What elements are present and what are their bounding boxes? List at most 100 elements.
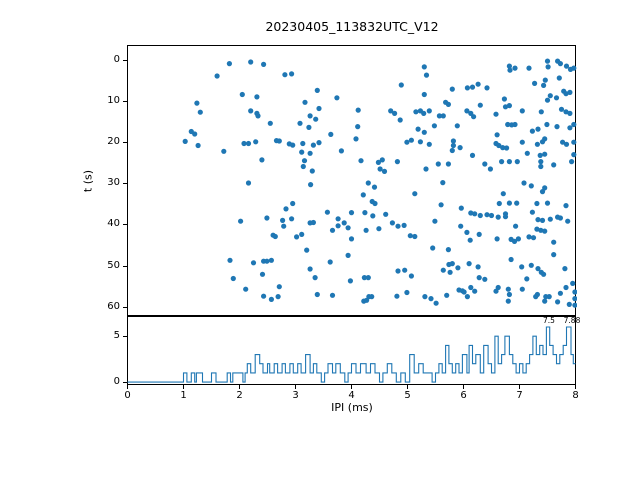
scatter-point bbox=[345, 225, 351, 231]
scatter-point bbox=[289, 71, 295, 77]
scatter-point bbox=[245, 140, 252, 147]
y-tick-label: 0 bbox=[113, 376, 120, 387]
scatter-point bbox=[182, 138, 188, 144]
scatter-point bbox=[348, 210, 355, 216]
scatter-point bbox=[534, 226, 540, 232]
scatter-point bbox=[534, 141, 540, 147]
scatter-point bbox=[514, 200, 520, 206]
scatter-point bbox=[261, 61, 267, 67]
scatter-point bbox=[572, 296, 577, 302]
scatter-point bbox=[562, 266, 568, 272]
scatter-point bbox=[506, 291, 512, 298]
x-tick-label: 7 bbox=[516, 390, 523, 401]
scatter-point bbox=[528, 262, 534, 268]
scatter-point bbox=[544, 200, 551, 206]
scatter-point bbox=[551, 239, 557, 245]
scatter-point bbox=[433, 300, 439, 306]
scatter-point bbox=[358, 158, 364, 164]
scatter-point bbox=[482, 161, 488, 167]
scatter-point bbox=[542, 298, 548, 304]
scatter-point bbox=[369, 294, 375, 300]
scatter-point bbox=[421, 110, 427, 116]
scatter-point bbox=[314, 291, 320, 298]
scatter-point bbox=[544, 97, 551, 103]
scatter-point bbox=[364, 297, 370, 303]
x-tick-mark bbox=[519, 385, 520, 389]
scatter-point bbox=[519, 108, 525, 114]
scatter-point bbox=[529, 128, 535, 134]
scatter-point bbox=[307, 150, 313, 156]
scatter-point bbox=[324, 209, 330, 215]
scatter-point bbox=[524, 150, 530, 156]
scatter-point bbox=[253, 139, 259, 145]
x-tick-mark bbox=[463, 385, 464, 389]
scatter-point bbox=[519, 264, 525, 270]
scatter-point bbox=[547, 216, 553, 222]
scatter-point bbox=[467, 237, 473, 243]
scatter-point bbox=[438, 202, 444, 208]
scatter-point bbox=[355, 107, 361, 113]
scatter-point bbox=[301, 158, 308, 164]
scatter-point bbox=[567, 89, 573, 95]
scatter-point bbox=[506, 103, 512, 109]
y-tick-mark bbox=[123, 101, 127, 102]
scatter-point bbox=[475, 264, 481, 270]
scatter-point bbox=[494, 132, 500, 138]
scatter-point bbox=[542, 136, 548, 142]
chart-title: 20230405_113832UTC_V12 bbox=[265, 19, 439, 34]
scatter-point bbox=[412, 191, 418, 197]
scatter-point bbox=[412, 233, 418, 240]
scatter-point bbox=[289, 216, 295, 222]
scatter-point bbox=[571, 152, 577, 158]
y-tick-label: 60 bbox=[107, 301, 120, 312]
scatter-point bbox=[353, 136, 359, 142]
y-tick-mark bbox=[123, 142, 127, 143]
scatter-point bbox=[535, 266, 541, 272]
scatter-point bbox=[413, 109, 419, 115]
scatter-point bbox=[506, 159, 512, 165]
scatter-point bbox=[272, 233, 278, 240]
scatter-point bbox=[466, 261, 472, 267]
scatter-point bbox=[394, 159, 400, 165]
scatter-point bbox=[544, 58, 551, 64]
scatter-point bbox=[499, 159, 505, 165]
scatter-point bbox=[535, 217, 541, 223]
scatter-point bbox=[567, 110, 573, 116]
scatter-point bbox=[395, 223, 401, 229]
scatter-point bbox=[512, 121, 518, 128]
scatter-point bbox=[370, 213, 376, 219]
scatter-point bbox=[259, 157, 265, 163]
scatter-point bbox=[445, 161, 451, 167]
scatter-point bbox=[556, 75, 562, 81]
scatter-point bbox=[528, 183, 534, 189]
scatter-point bbox=[398, 82, 404, 88]
y-tick-label: 5 bbox=[113, 330, 120, 341]
scatter-point bbox=[245, 180, 252, 186]
scatter-point bbox=[519, 139, 525, 145]
scatter-point bbox=[477, 212, 483, 219]
scatter-point bbox=[513, 223, 519, 229]
scatter-point bbox=[423, 72, 430, 78]
scatter-point bbox=[299, 231, 305, 237]
x-tick-mark bbox=[407, 385, 408, 389]
x-tick-label: 5 bbox=[404, 390, 411, 401]
scatter-point bbox=[264, 258, 270, 264]
y-axis-label: t (s) bbox=[81, 169, 95, 193]
scatter-point bbox=[297, 120, 303, 126]
scatter-point bbox=[458, 223, 464, 229]
scatter-point bbox=[345, 252, 351, 258]
x-tick-label: 3 bbox=[292, 390, 299, 401]
scatter-point bbox=[504, 145, 510, 151]
scatter-point bbox=[423, 166, 429, 172]
scatter-point bbox=[327, 259, 333, 265]
scatter-point bbox=[557, 61, 563, 67]
scatter-point bbox=[449, 147, 455, 154]
scatter-point bbox=[294, 234, 300, 240]
scatter-point bbox=[347, 278, 353, 284]
scatter-point bbox=[447, 269, 453, 275]
scatter-point bbox=[464, 85, 470, 91]
scatter-point bbox=[280, 217, 286, 223]
scatter-point bbox=[511, 238, 518, 244]
x-tick-mark bbox=[295, 385, 296, 389]
scatter-point bbox=[426, 108, 432, 114]
